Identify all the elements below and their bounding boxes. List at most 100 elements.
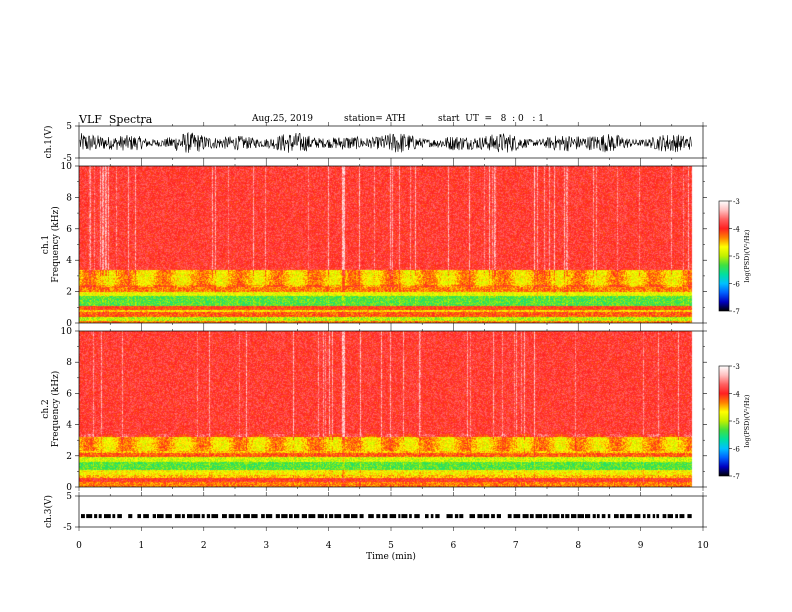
colorbar-label: log(PSD)(V²/Hz) (743, 229, 751, 282)
colorbar-tick-label: -7 (733, 473, 740, 481)
ch3-pulse (430, 514, 434, 519)
ch3-pulse (308, 514, 316, 519)
colorbar-tick-label: -6 (733, 446, 740, 454)
ch3-pulse (137, 514, 141, 519)
colorbar-tick-label: -5 (733, 418, 740, 426)
y-tick-label: 5 (66, 492, 72, 502)
colorbar (718, 365, 730, 477)
ch3-pulse (211, 514, 219, 519)
ch3-pulse (529, 514, 534, 519)
ch3-pulse (435, 514, 440, 519)
start-ut-label: start UT = 8 : 0 : 1 (438, 114, 544, 124)
ch3-pulse (414, 514, 420, 519)
ch3-pulse (496, 514, 501, 519)
ch3-pulse (626, 514, 633, 519)
y-axis-label: ch.1 (41, 235, 51, 254)
ch3-pulse (667, 514, 673, 519)
x-tick-label: 10 (697, 541, 709, 551)
x-tick-label: 3 (263, 541, 269, 551)
colorbar (718, 200, 730, 312)
ch3-pulse (81, 514, 85, 519)
x-tick-label: 8 (575, 541, 581, 551)
ch3-pulse (275, 514, 280, 519)
y-axis-label: Frequency (kHz) (50, 206, 61, 283)
station-label: station= ATH (344, 114, 406, 124)
ch3-pulse (289, 514, 293, 519)
ch3-pulse (334, 514, 342, 519)
ch3-pulse (483, 514, 490, 519)
panel-frame (78, 495, 704, 528)
ch3-pulse (652, 514, 656, 519)
colorbar-tick-label: -4 (733, 226, 740, 234)
ch3-pulse (261, 514, 265, 519)
ch3-pulse (143, 514, 149, 519)
x-tick-label: 6 (451, 541, 457, 551)
y-axis-label: ch.1(V) (43, 126, 54, 159)
x-tick-label: 5 (388, 541, 394, 551)
y-tick-label: 10 (61, 162, 73, 172)
x-tick-label: 0 (76, 541, 82, 551)
y-tick-label: 6 (66, 225, 72, 235)
ch3-pulse (376, 514, 381, 519)
y-tick-label: 6 (66, 389, 72, 399)
ch3-pulse (265, 514, 273, 519)
x-tick-label: 9 (638, 541, 644, 551)
x-tick-label: 2 (201, 541, 207, 551)
ch3-pulse (389, 514, 397, 519)
ch3-pulse (477, 514, 483, 519)
spectrogram-image-ch2 (79, 331, 703, 487)
ch3-pulse (317, 514, 324, 519)
ch3-pulse (294, 514, 300, 519)
ch3-pulse (201, 514, 205, 519)
ch3-pulse (687, 514, 692, 519)
ch3-pulse (548, 514, 552, 519)
colorbar-tick-label: -7 (733, 308, 740, 316)
y-tick-label: -5 (63, 523, 72, 533)
ch3-pulse (647, 514, 651, 519)
ch3-pulse (117, 514, 122, 519)
y-tick-label: -5 (63, 154, 72, 164)
ch3-pulse (86, 514, 93, 519)
ch3-pulse (329, 514, 334, 519)
ch3-pulse (251, 514, 258, 519)
y-tick-label: 4 (66, 256, 72, 266)
x-tick-label: 7 (513, 541, 519, 551)
y-axis-label: ch.3(V) (43, 495, 54, 528)
ch3-pulse (94, 514, 98, 519)
ch3-pulse (459, 514, 464, 519)
ch3-pulse (585, 514, 591, 519)
colorbar-tick-label: -5 (733, 253, 740, 261)
y-axis-label: Frequency (kHz) (50, 371, 61, 448)
ch3-pulse (325, 514, 328, 519)
ch3-pulse (507, 514, 512, 519)
y-tick-label: 2 (66, 288, 72, 298)
x-tick-label: 4 (326, 541, 332, 551)
y-tick-label: 0 (66, 483, 72, 493)
ch3-pulse (174, 514, 181, 519)
ch3-pulse (662, 514, 667, 519)
ch3-pulse (552, 514, 560, 519)
ch3-pulse (165, 514, 172, 519)
ch3-pulse (398, 514, 401, 519)
ch3-pulse (425, 514, 429, 519)
ch3-pulse (401, 514, 408, 519)
ch3-pulse (157, 514, 164, 519)
ch3-pulse (222, 514, 227, 519)
ch3-pulse (343, 514, 350, 519)
colorbar-tick-label: -3 (733, 363, 740, 371)
x-axis-label: Time (min) (366, 551, 416, 562)
ch3-pulse (601, 514, 606, 519)
colorbar-tick-label: -4 (733, 391, 740, 399)
ch3-pulse (446, 514, 453, 519)
spectrogram-image-ch1 (79, 166, 703, 323)
ch3-pulse (634, 514, 641, 519)
colorbar-tick-label: -3 (733, 198, 740, 206)
ch3-pulse (679, 514, 685, 519)
ch3-pulse (206, 514, 211, 519)
ch3-pulse (235, 514, 241, 519)
ch3-pulse (382, 514, 388, 519)
ch3-pulse (368, 514, 374, 519)
ch3-pulse (281, 514, 288, 519)
y-tick-label: 10 (61, 327, 73, 337)
